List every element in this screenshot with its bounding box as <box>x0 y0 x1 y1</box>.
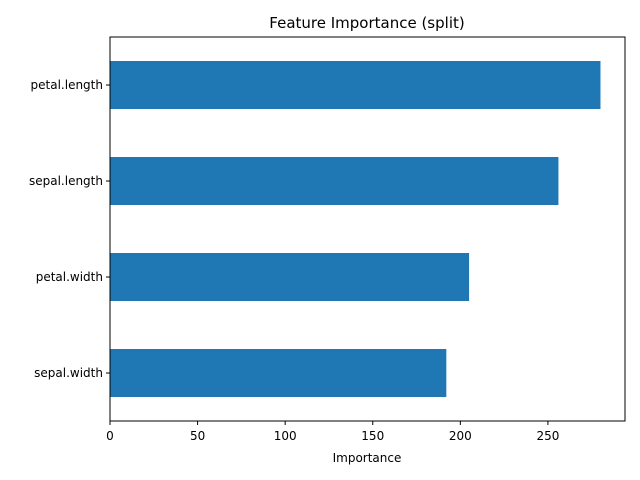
y-tick-label: petal.length <box>31 78 103 92</box>
x-tick-label: 250 <box>536 429 559 443</box>
x-tick-label: 150 <box>361 429 384 443</box>
y-tick-label: sepal.width <box>34 366 103 380</box>
bar <box>110 253 470 301</box>
bar <box>110 157 559 205</box>
bars-layer <box>110 61 601 397</box>
x-tick-label: 0 <box>106 429 114 443</box>
bar <box>110 349 447 397</box>
plot-frame <box>109 36 626 422</box>
chart-title: Feature Importance (split) <box>269 14 464 32</box>
x-tick-label: 200 <box>449 429 472 443</box>
x-axis-label: Importance <box>333 451 402 465</box>
y-tick-label: sepal.length <box>29 174 103 188</box>
y-tick-label: petal.width <box>36 270 103 284</box>
axes-layer <box>109 36 626 422</box>
x-tick-label: 100 <box>274 429 297 443</box>
x-tick-label: 50 <box>190 429 205 443</box>
bar <box>110 61 601 109</box>
ticks-layer: petal.length sepal.length petal.width sepal… <box>29 78 559 443</box>
